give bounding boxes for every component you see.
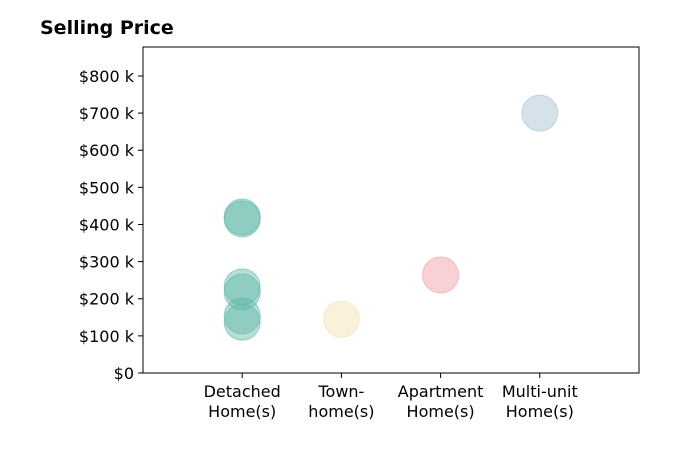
point — [223, 268, 261, 306]
y-tick-label: $400 k — [79, 215, 135, 234]
y-tick-label: $500 k — [79, 178, 135, 197]
point — [521, 94, 559, 132]
x-tick-label: Detached Home(s) — [204, 382, 281, 421]
point — [223, 273, 261, 311]
point — [422, 256, 460, 294]
point — [223, 303, 261, 341]
y-tick-label: $800 k — [79, 67, 135, 86]
point — [223, 200, 261, 238]
chart-title: Selling Price — [40, 17, 174, 39]
x-tick-label: Apartment Home(s) — [398, 382, 484, 421]
y-tick-label: $0 — [114, 364, 134, 383]
y-tick-label: $100 k — [79, 327, 135, 346]
y-tick-label: $200 k — [79, 290, 135, 309]
point — [322, 300, 360, 338]
plot-frame — [142, 46, 640, 374]
y-tick-label: $700 k — [79, 104, 135, 123]
x-tick-label: Town-home(s) — [308, 382, 374, 421]
y-tick-label: $600 k — [79, 141, 135, 160]
x-tick-label: Multi-unit Home(s) — [502, 382, 578, 421]
y-tick-label: $300 k — [79, 253, 135, 272]
